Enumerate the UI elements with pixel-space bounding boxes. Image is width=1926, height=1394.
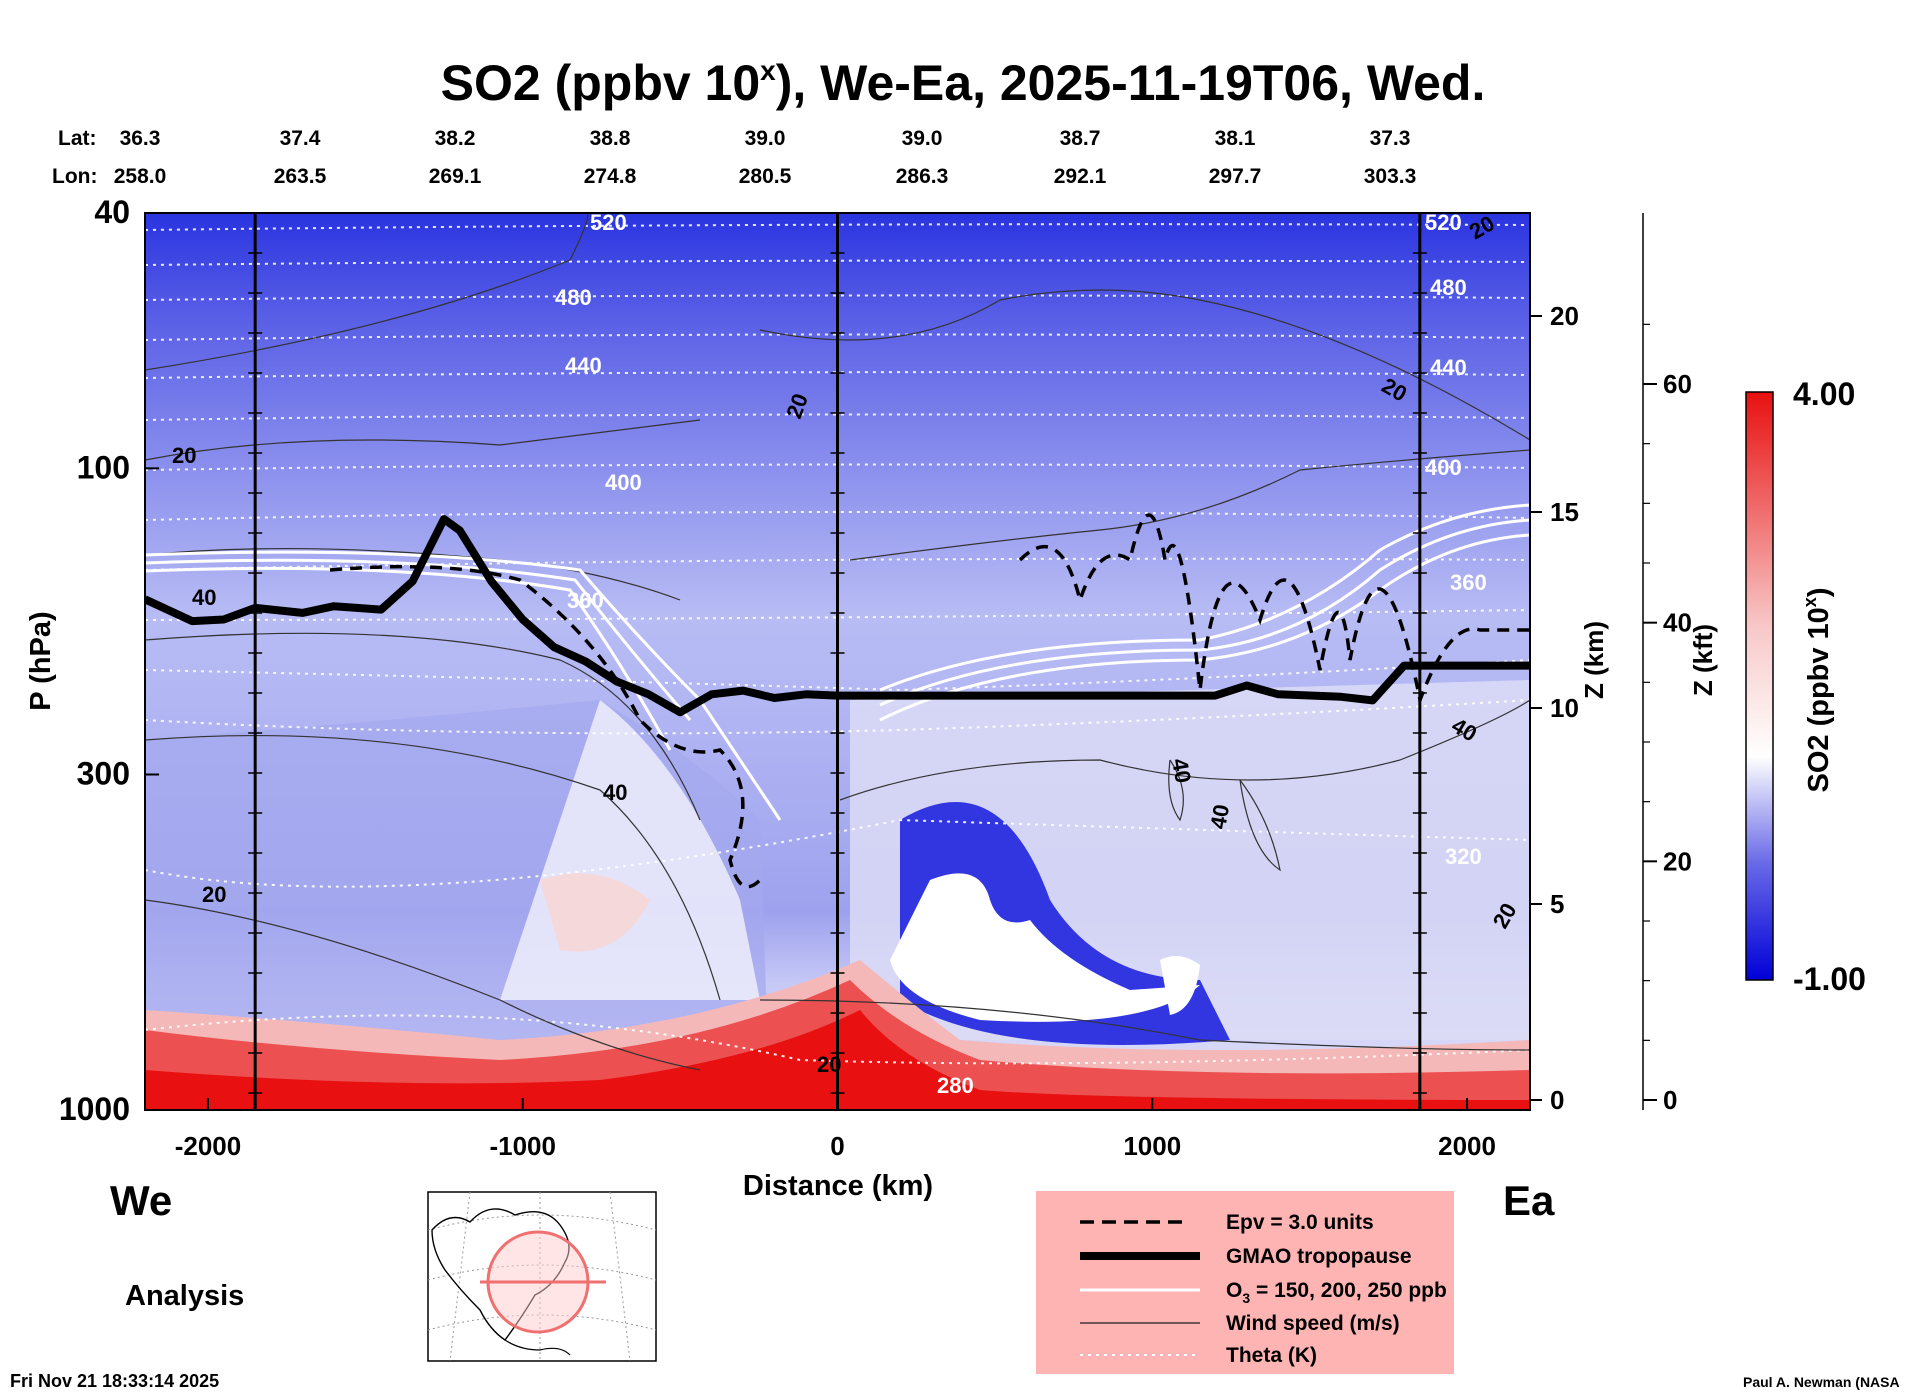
east-label: Ea bbox=[1503, 1177, 1555, 1224]
wind-label-6: 40 bbox=[192, 585, 216, 610]
lon-value: 286.3 bbox=[896, 165, 949, 188]
lon-value: 258.0 bbox=[114, 165, 167, 188]
lat-value: 36.3 bbox=[120, 127, 161, 150]
lon-value: 269.1 bbox=[429, 165, 482, 188]
ozone-contours bbox=[145, 503, 1530, 821]
lat-value: 38.1 bbox=[1215, 127, 1256, 150]
lon-value: 274.8 bbox=[584, 165, 637, 188]
theta-label-440-left: 440 bbox=[565, 353, 602, 378]
wind-label-9: 40 bbox=[1205, 802, 1234, 830]
west-label: We bbox=[110, 1177, 172, 1224]
zkm-tick-label: 15 bbox=[1550, 497, 1579, 527]
epv-contours bbox=[329, 513, 1530, 889]
theta-label-280: 280 bbox=[937, 1073, 974, 1098]
x-tick-label: -2000 bbox=[175, 1131, 242, 1161]
lat-value: 39.0 bbox=[745, 127, 786, 150]
theta-label-320: 320 bbox=[1445, 844, 1482, 869]
theta-label-520-left: 520 bbox=[590, 210, 627, 235]
lon-value: 280.5 bbox=[739, 165, 792, 188]
legend-epv: Epv = 3.0 units bbox=[1226, 1211, 1374, 1234]
theta-label-520-right: 520 bbox=[1425, 210, 1462, 235]
y-tick-label: 40 bbox=[94, 194, 130, 230]
y-tick-label: 100 bbox=[77, 449, 130, 485]
zkm-tick-label: 5 bbox=[1550, 889, 1564, 919]
x-tick-label: 2000 bbox=[1438, 1131, 1496, 1161]
legend-wind: Wind speed (m/s) bbox=[1226, 1312, 1400, 1335]
y-tick-label: 1000 bbox=[59, 1091, 130, 1127]
lat-value: 38.2 bbox=[435, 127, 476, 150]
zkft-tick-label: 20 bbox=[1663, 846, 1692, 876]
contour-labels: 520 520 480 480 440 440 400 400 360 360 … bbox=[172, 210, 1522, 1098]
lat-value: 37.4 bbox=[280, 127, 321, 150]
x-axis: -2000 -1000 0 1000 2000 bbox=[175, 1098, 1496, 1161]
theta-label-360-right: 360 bbox=[1450, 570, 1487, 595]
section-boundary-lines bbox=[248, 213, 1427, 1110]
theta-label-360-left: 360 bbox=[567, 588, 604, 613]
lat-value: 38.8 bbox=[590, 127, 631, 150]
theta-label-400-right: 400 bbox=[1425, 455, 1462, 480]
chart-title: SO2 (ppbv 10x), We-Ea, 2025-11-19T06, We… bbox=[441, 55, 1486, 111]
analysis-label: Analysis bbox=[125, 1280, 244, 1312]
footer-timestamp: Fri Nov 21 18:33:14 2025 bbox=[10, 1371, 219, 1391]
lat-header-label: Lat: bbox=[58, 127, 97, 150]
wind-label-5: 20 bbox=[202, 882, 226, 907]
lon-value: 303.3 bbox=[1364, 165, 1417, 188]
lat-value: 38.7 bbox=[1060, 127, 1101, 150]
wind-label-8: 40 bbox=[1167, 757, 1196, 785]
tropopause-line bbox=[145, 515, 1530, 717]
lon-header-label: Lon: bbox=[52, 165, 97, 188]
x-tick-label: 1000 bbox=[1123, 1131, 1181, 1161]
colorbar: 4.00 -1.00 SO2 (ppbv 10x) bbox=[1745, 376, 1866, 997]
zkft-tick-label: 0 bbox=[1663, 1085, 1677, 1115]
z-km-axis-label: Z (km) bbox=[1579, 621, 1609, 699]
zkft-tick-label: 60 bbox=[1663, 369, 1692, 399]
x-tick-label: -1000 bbox=[489, 1131, 556, 1161]
theta-label-480-left: 480 bbox=[555, 285, 592, 310]
lon-value: 297.7 bbox=[1209, 165, 1262, 188]
wind-label-1: 20 bbox=[172, 443, 196, 468]
colorbar-max-label: 4.00 bbox=[1793, 376, 1855, 412]
lon-value: 263.5 bbox=[274, 165, 327, 188]
lat-value: 37.3 bbox=[1370, 127, 1411, 150]
theta-label-400-left: 400 bbox=[605, 470, 642, 495]
x-tick-label: 0 bbox=[830, 1131, 844, 1161]
lat-value: 39.0 bbox=[902, 127, 943, 150]
colorbar-gradient bbox=[1745, 391, 1774, 981]
z-km-axis: 0 5 10 15 20 bbox=[1530, 301, 1579, 1115]
colorbar-min-label: -1.00 bbox=[1793, 961, 1866, 997]
theta-contours bbox=[145, 223, 1530, 1065]
legend-ozone: O3 = 150, 200, 250 ppb bbox=[1226, 1279, 1447, 1306]
legend-tropopause: GMAO tropopause bbox=[1226, 1245, 1412, 1268]
lat-lon-header: 36.3 37.4 38.2 38.8 39.0 39.0 38.7 38.1 37.3 258.… bbox=[114, 127, 1417, 188]
z-kft-axis: 0 20 40 60 bbox=[1642, 213, 1692, 1115]
y-tick-label: 300 bbox=[77, 755, 130, 791]
pressure-axis: 40 100 300 1000 bbox=[59, 194, 159, 1127]
x-axis-label: Distance (km) bbox=[743, 1170, 933, 1202]
legend-theta: Theta (K) bbox=[1226, 1344, 1317, 1367]
zkft-tick-label: 40 bbox=[1663, 608, 1692, 638]
inset-locator-map bbox=[427, 1191, 657, 1362]
wind-label-11: 20 bbox=[817, 1052, 841, 1077]
zkm-tick-label: 10 bbox=[1550, 693, 1579, 723]
footer-credit: Paul A. Newman (NASA bbox=[1743, 1374, 1900, 1390]
colorbar-label: SO2 (ppbv 10x) bbox=[1800, 587, 1835, 792]
lon-value: 292.1 bbox=[1054, 165, 1107, 188]
zkm-tick-label: 0 bbox=[1550, 1085, 1564, 1115]
zkm-tick-label: 20 bbox=[1550, 301, 1579, 331]
legend: Epv = 3.0 units GMAO tropopause O3 = 150… bbox=[1036, 1191, 1454, 1374]
theta-label-480-right: 480 bbox=[1430, 275, 1467, 300]
y-axis-label: P (hPa) bbox=[25, 611, 57, 710]
wind-label-7: 40 bbox=[603, 780, 627, 805]
theta-label-440-right: 440 bbox=[1430, 355, 1467, 380]
z-kft-axis-label: Z (kft) bbox=[1688, 624, 1718, 696]
